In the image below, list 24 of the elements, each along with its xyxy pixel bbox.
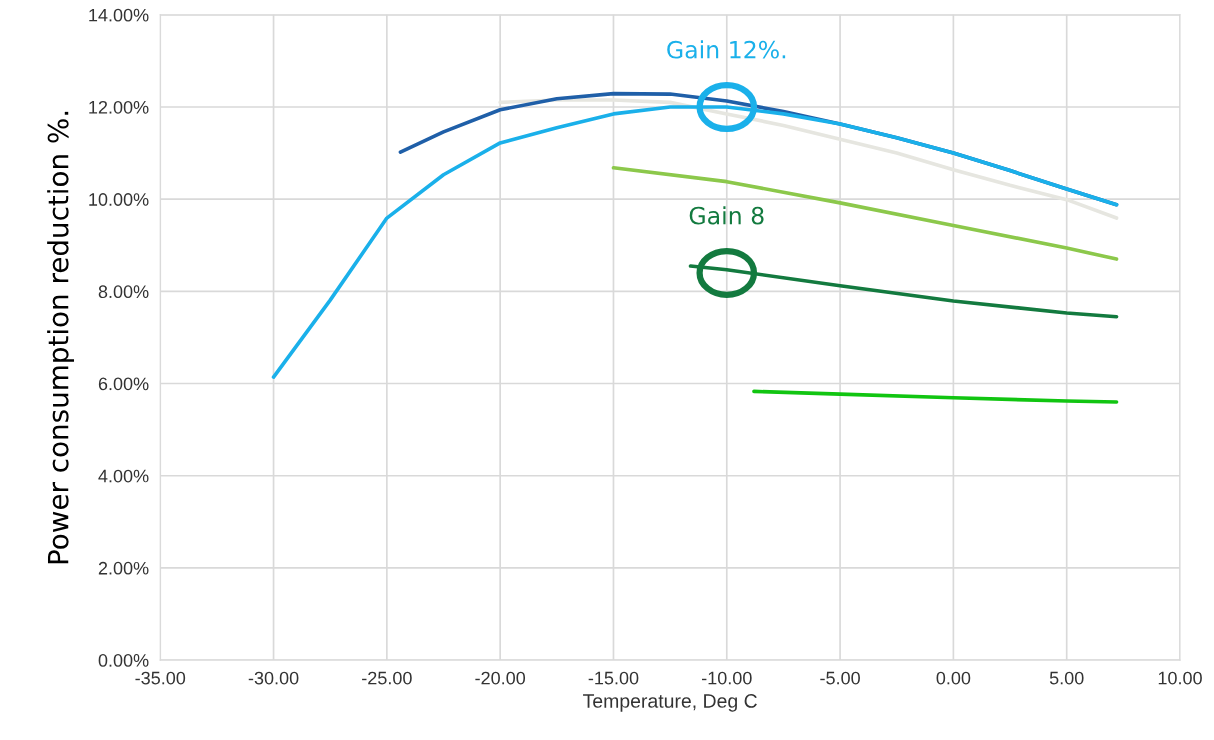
x-tick-label: -30.00 — [248, 671, 299, 685]
y-tick-label: 8.00% — [98, 285, 149, 299]
x-tick-label: -25.00 — [362, 671, 412, 685]
line-series — [611, 166, 1119, 261]
x-tick-label: -5.00 — [820, 671, 860, 685]
x-tick-label: 10.00 — [1158, 671, 1202, 685]
x-tick-label: 5.00 — [1049, 671, 1084, 685]
y-tick-label: 4.00% — [98, 469, 149, 483]
y-tick-label: 2.00% — [98, 561, 149, 575]
x-tick-label: -20.00 — [475, 671, 526, 685]
x-tick-label: -10.00 — [701, 671, 752, 685]
line-series — [752, 389, 1119, 404]
x-tick-label: -35.00 — [135, 671, 186, 685]
x-tick-label: 0.00 — [936, 671, 971, 685]
y-axis-title: Power consumption reduction %. — [47, 111, 75, 564]
y-tick-label: 6.00% — [98, 377, 149, 391]
y-tick-label: 14.00% — [89, 8, 149, 22]
annotation: Gain 12%. — [667, 40, 786, 59]
annotation: Gain 8 — [689, 206, 764, 225]
y-tick-label: 10.00% — [89, 193, 149, 206]
x-axis-title: Temperature, Deg C — [583, 694, 757, 712]
x-tick-label: -15.00 — [588, 671, 639, 685]
y-tick-label: 12.00% — [89, 100, 149, 114]
y-tick-label: 0.00% — [98, 654, 149, 667]
